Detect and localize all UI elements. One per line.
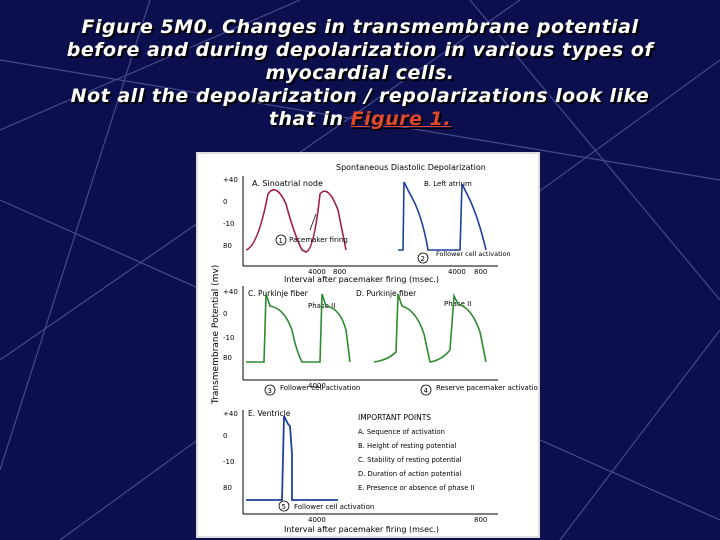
action-potential-figure: Spontaneous Diastolic Depolarization Tra… [198,154,538,536]
trace-d-purkinje [373,293,487,363]
panel-a-label: A. Sinoatrial node [252,179,323,188]
slide-title: Figure 5M0. Changes in transmembrane pot… [40,16,680,131]
trace-b-atrium [398,181,487,251]
tick-0-e: 0 [223,432,227,440]
note-3-text: Follower cell activation [280,384,360,392]
xtick-e1: 4000 [308,516,326,524]
xtick-b2: 800 [474,268,487,276]
important-points-heading: IMPORTANT POINTS [358,413,431,422]
note-2-text: Follower cell activation [436,250,511,258]
panel-c-label: C. Purkinje fiber [248,289,309,298]
trace-e-ventricle [246,415,338,501]
title-line-4: Not all the depolarization / repolarizat… [70,85,650,107]
tick-plus40-e: +40 [223,410,238,418]
panel-e: +40 0 -10 80 E. Ventricle 5 Follower cel… [223,409,498,534]
panel-d-label: D. Purkinje fiber [356,289,417,298]
important-point-2: B. Height of resting potential [358,442,456,450]
tick-plus40-a: +40 [223,176,238,184]
x-axis-label-top: Interval after pacemaker firing (msec.) [284,275,439,284]
important-point-4: D. Duration of action potential [358,470,461,478]
title-line-1: Figure 5M0. Changes in transmembrane pot… [81,16,639,38]
title-line-5: that in Figure 1. [40,108,680,131]
y-axis-label: Transmembrane Potential (mv) [211,265,221,405]
important-point-3: C. Stability of resting potential [358,456,462,464]
tick-80-a: 80 [223,242,232,250]
trace-a-sa-node [245,188,347,253]
xtick-a2: 800 [333,268,346,276]
trace-c-purkinje [246,293,351,363]
tick-0-c: 0 [223,310,227,318]
note-4-text: Reserve pacemaker activation [436,384,538,392]
note-3-number: 3 [268,387,272,395]
x-axis-label-bottom: Interval after pacemaker firing (msec.) [284,525,439,534]
title-line-2: before and during depolarization in vari… [66,39,654,61]
xtick-c1: 4000 [308,382,326,390]
note-2-number: 2 [421,255,425,263]
xtick-a1: 4000 [308,268,326,276]
tick-80-c: 80 [223,354,232,362]
xtick-b1: 4000 [448,268,466,276]
panel-cd: +40 0 -10 80 C. Purkinje fiber D. Purkin… [223,286,538,396]
tick-minus10-a: -10 [223,220,234,228]
title-line-5-prefix: that in [268,108,351,130]
tick-plus40-c: +40 [223,288,238,296]
tick-80-e: 80 [223,484,232,492]
important-points: IMPORTANT POINTS A. Sequence of activati… [358,413,475,492]
note-1-text: Pacemaker firing [289,236,348,244]
tick-0-a: 0 [223,198,227,206]
tick-minus10-c: -10 [223,334,234,342]
figure-svg: Spontaneous Diastolic Depolarization Tra… [211,163,538,534]
panel-ab: +40 0 -10 80 A. Sinoatrial node B. Left … [223,176,511,284]
important-point-1: A. Sequence of activation [358,428,445,436]
note-1-number: 1 [279,237,283,245]
xtick-e2: 800 [474,516,487,524]
panel-e-label: E. Ventricle [248,409,291,418]
tick-minus10-e: -10 [223,458,234,466]
panel-b-label: B. Left atrium [424,180,472,188]
top-label: Spontaneous Diastolic Depolarization [336,163,486,172]
note-5-text: Follower cell activation [294,503,374,511]
important-point-5: E. Presence or absence of phase II [358,484,475,492]
note-5-number: 5 [282,503,286,511]
figure-1-link[interactable]: Figure 1. [350,108,452,130]
title-line-3: myocardial cells. [265,62,455,84]
note-4-number: 4 [424,387,429,395]
